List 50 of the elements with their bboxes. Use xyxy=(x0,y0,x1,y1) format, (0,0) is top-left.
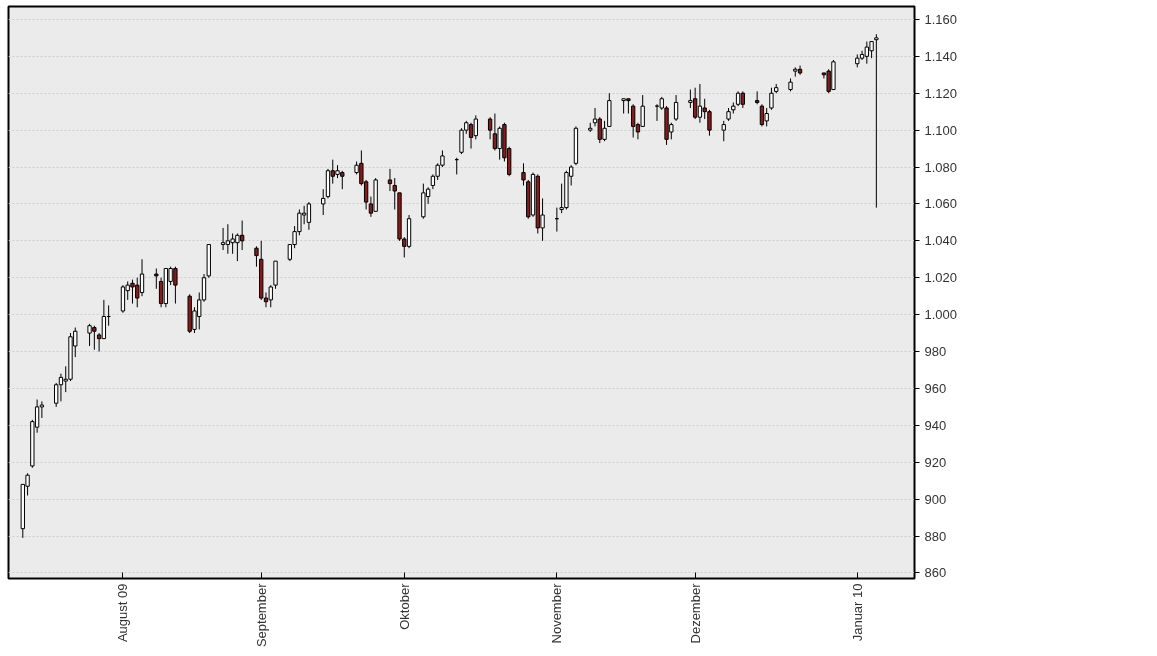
y-tick-label: 920 xyxy=(924,454,947,470)
y-tick-label: 1.120 xyxy=(924,85,958,101)
y-tick-label: 860 xyxy=(924,565,947,581)
candlestick xyxy=(769,87,774,111)
candlestick xyxy=(321,188,326,216)
candlestick xyxy=(139,258,145,297)
y-tick-label: 1.060 xyxy=(924,196,958,212)
y-tick-label: 1.040 xyxy=(924,233,958,249)
candlestick xyxy=(721,120,726,142)
x-tick-label: Oktober xyxy=(396,582,412,630)
candlestick xyxy=(754,90,760,105)
candlestick xyxy=(468,122,474,150)
candlestick xyxy=(220,227,226,251)
candlestick xyxy=(421,183,426,220)
candlestick xyxy=(630,103,636,139)
y-tick-label: 1.020 xyxy=(924,270,958,286)
candlestick xyxy=(225,223,231,255)
candlestick xyxy=(306,201,312,231)
y-tick-label: 880 xyxy=(924,528,947,544)
y-tick-label: 980 xyxy=(924,344,947,360)
candlestick xyxy=(154,268,159,290)
candlestick xyxy=(759,103,765,127)
y-tick-label: 1.000 xyxy=(924,307,958,323)
candlestick xyxy=(874,33,879,209)
x-tick-label: August 09 xyxy=(115,583,131,643)
candlestick xyxy=(764,107,769,127)
y-tick-label: 960 xyxy=(924,380,947,396)
candlestick xyxy=(120,284,126,314)
candlestick xyxy=(697,83,703,124)
candlestick xyxy=(254,245,259,268)
x-tick-label: September xyxy=(253,582,269,648)
x-tick-label: Januar 10 xyxy=(849,583,865,642)
y-tick-label: 1.080 xyxy=(924,159,958,175)
candlestick xyxy=(521,162,526,186)
candlestick xyxy=(387,168,393,192)
candlestick xyxy=(487,116,493,140)
candlestick xyxy=(673,94,679,122)
y-tick-label: 1.100 xyxy=(924,122,958,138)
candlestick xyxy=(492,113,498,151)
y-tick-label: 1.160 xyxy=(924,11,958,27)
candlestick xyxy=(692,87,698,120)
candlestick xyxy=(58,373,64,402)
y-tick-label: 900 xyxy=(924,491,947,507)
y-tick-label: 940 xyxy=(924,417,947,433)
candlestick xyxy=(273,260,278,290)
candlestick xyxy=(101,299,107,340)
candlestick xyxy=(268,284,273,308)
x-tick-label: Dezember xyxy=(687,582,703,644)
y-tick-label: 1.140 xyxy=(924,48,958,64)
x-tick-label: November xyxy=(549,582,565,644)
